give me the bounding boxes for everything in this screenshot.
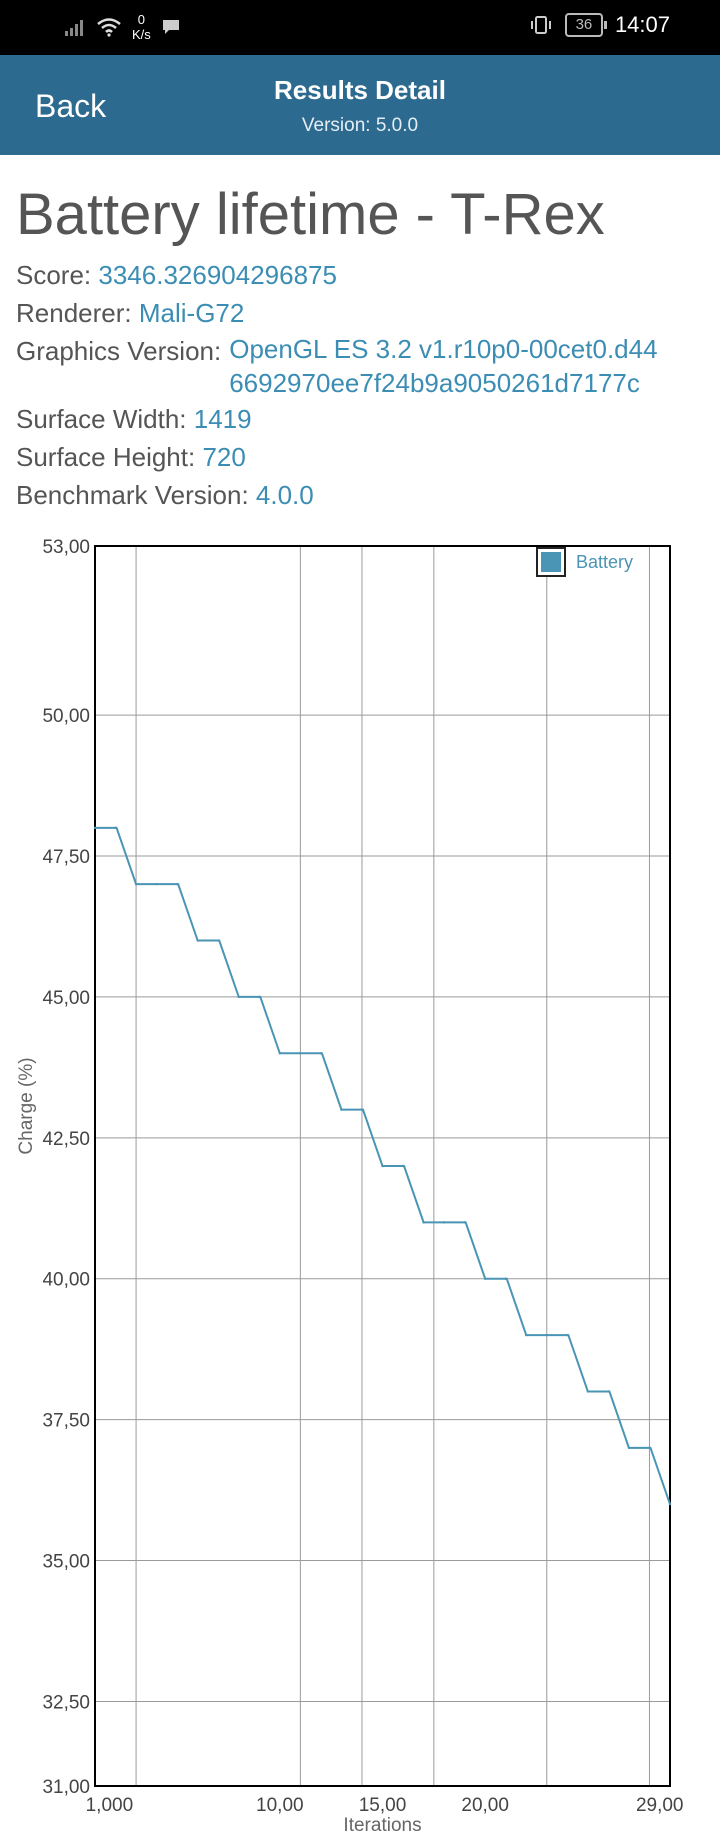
battery-data-point (258, 995, 261, 999)
battery-data-point (586, 1390, 590, 1393)
battery-data-point (648, 1446, 651, 1450)
status-bar: 0 K/s 36 14:07 (0, 0, 720, 55)
wifi-icon (97, 18, 121, 37)
battery-data-point (422, 1221, 425, 1224)
battery-data-point (93, 826, 97, 830)
renderer-label: Renderer: (16, 298, 132, 328)
battery-data-point (566, 1333, 569, 1337)
x-axis-title: Iterations (343, 1815, 421, 1836)
y-tick-label: 40,00 (42, 1270, 90, 1291)
y-tick-label: 50,00 (42, 706, 90, 727)
surface-width-value: 1419 (193, 404, 252, 434)
status-left-icons: 0 K/s (64, 12, 181, 42)
battery-data-point (299, 1052, 302, 1055)
score-value: 3346.326904296875 (98, 260, 337, 290)
network-speed-unit: K/s (132, 27, 151, 42)
vibrate-icon (530, 16, 551, 34)
battery-data-point (360, 1108, 364, 1111)
battery-data-point (545, 1333, 548, 1337)
page-subtitle: Version: 5.0.0 (301, 115, 419, 136)
network-speed: 0 K/s (132, 12, 151, 42)
battery-data-point (155, 882, 158, 886)
battery-data-point (319, 1052, 323, 1055)
renderer-value: Mali-G72 (138, 298, 245, 328)
battery-chart: 53,00 50,00 47,50 45,00 42,50 40,00 37,50 35,00… (0, 530, 720, 1840)
status-time: 14:07 (614, 12, 670, 37)
battery-data-point (340, 1108, 343, 1111)
x-tick-label: 1,000 (86, 1795, 134, 1816)
graphics-version-row: Graphics Version: OpenGL ES 3.2 v1.r10p0… (16, 332, 706, 400)
battery-chart-svg: 53,00 50,00 47,50 45,00 42,50 40,00 37,50 35,00… (16, 537, 684, 1836)
battery-data-point (196, 939, 199, 942)
benchmark-version-row: Benchmark Version: 4.0.0 (16, 476, 706, 514)
battery-data-point (668, 1502, 672, 1506)
page-title: Results Detail (274, 75, 446, 105)
battery-data-point (442, 1221, 446, 1224)
x-tick-label: 10,00 (256, 1795, 304, 1816)
x-tick-label: 29,00 (636, 1795, 684, 1816)
battery-data-point (483, 1277, 487, 1280)
battery-level: 36 (575, 16, 593, 33)
battery-data-point (504, 1277, 507, 1280)
surface-width-row: Surface Width: 1419 (16, 400, 706, 438)
surface-width-label: Surface Width: (16, 404, 187, 434)
x-tick-label: 15,00 (359, 1795, 407, 1816)
battery-data-point (525, 1333, 528, 1337)
battery-data-point (134, 882, 138, 886)
battery-data-point (237, 995, 240, 999)
status-right-icons: 36 14:07 (529, 12, 670, 38)
y-tick-label: 35,00 (42, 1552, 90, 1573)
renderer-row: Renderer: Mali-G72 (16, 294, 706, 332)
battery-data-point (175, 882, 179, 886)
battery-data-point (114, 826, 117, 830)
battery-data-point (627, 1446, 631, 1450)
app-bar: Back Results Detail Version: 5.0.0 (0, 55, 720, 155)
message-icon (162, 20, 179, 34)
battery-data-point (217, 939, 220, 942)
surface-height-row: Surface Height: 720 (16, 438, 706, 476)
battery-data-point (381, 1164, 384, 1168)
network-speed-value: 0 (137, 12, 146, 27)
result-details: Battery lifetime - T-Rex Score: 3346.326… (16, 180, 706, 514)
battery-data-point (607, 1390, 610, 1393)
result-title: Battery lifetime - T-Rex (16, 182, 605, 247)
benchmark-version-label: Benchmark Version: (16, 480, 249, 510)
y-tick-label: 32,50 (42, 1692, 90, 1713)
graphics-version-value: OpenGL ES 3.2 v1.r10p0-00cet0.d44 669297… (229, 334, 658, 398)
battery-data-point (463, 1221, 466, 1224)
score-row: Score: 3346.326904296875 (16, 256, 706, 294)
benchmark-version-value: 4.0.0 (255, 480, 314, 510)
score-label: Score: (16, 260, 92, 290)
back-button[interactable]: Back (35, 88, 107, 124)
legend-label: Battery (576, 552, 633, 572)
y-tick-label: 53,00 (42, 537, 90, 558)
battery-icon: 36 (564, 13, 607, 37)
graphics-version-label: Graphics Version: (16, 336, 222, 366)
y-tick-label: 42,50 (42, 1129, 90, 1150)
x-tick-label: 20,00 (461, 1795, 509, 1816)
chart-legend: Battery (536, 547, 633, 577)
plot-border (94, 545, 671, 1787)
battery-data-point (278, 1052, 282, 1055)
signal-icon (65, 20, 83, 36)
legend-swatch (541, 552, 561, 572)
surface-height-value: 720 (202, 442, 246, 472)
y-tick-label: 37,50 (42, 1411, 90, 1432)
y-tick-label: 45,00 (42, 988, 90, 1009)
y-axis-title: Charge (%) (16, 1057, 37, 1154)
y-tick-label: 31,00 (42, 1777, 90, 1798)
battery-data-point (401, 1164, 405, 1168)
y-tick-label: 47,50 (42, 847, 90, 868)
surface-height-label: Surface Height: (16, 442, 196, 472)
